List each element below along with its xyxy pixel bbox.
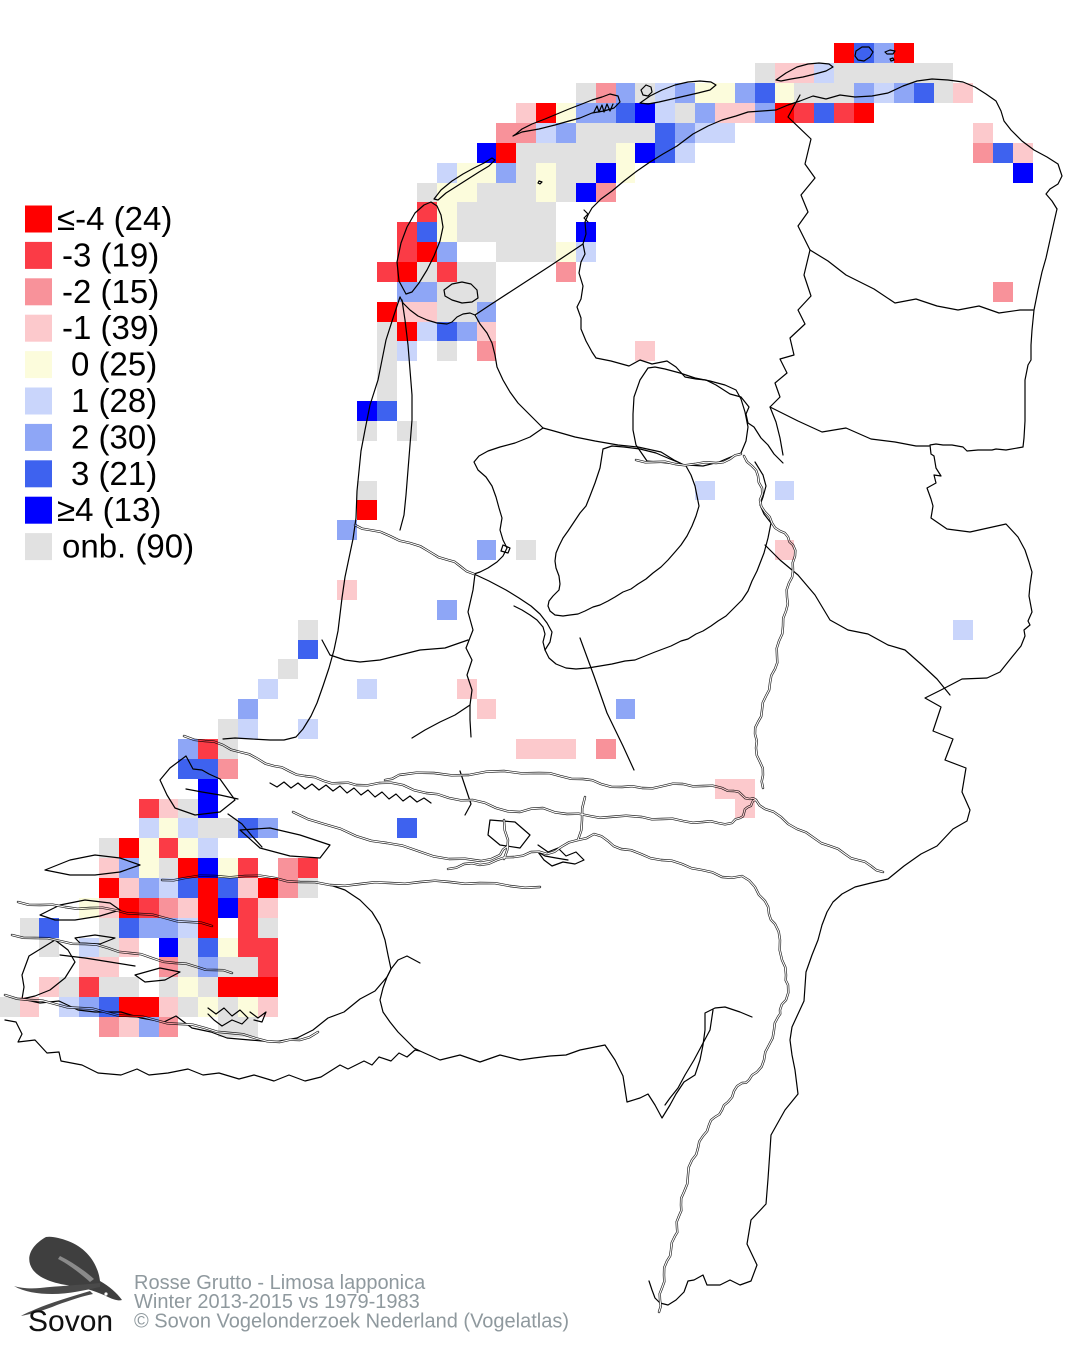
svg-text:Rosse Grutto - Limosa lapponic: Rosse Grutto - Limosa lapponica bbox=[134, 1272, 426, 1294]
svg-text:3 (21): 3 (21) bbox=[71, 455, 157, 492]
svg-text:Sovon: Sovon bbox=[28, 1305, 113, 1338]
svg-text:-3 (19): -3 (19) bbox=[62, 236, 159, 273]
svg-text:© Sovon Vogelonderzoek Nederla: © Sovon Vogelonderzoek Nederland (Vogela… bbox=[134, 1311, 569, 1333]
svg-text:≤-4 (24): ≤-4 (24) bbox=[57, 200, 172, 237]
svg-text:-2 (15): -2 (15) bbox=[62, 273, 159, 310]
svg-text:≥4 (13): ≥4 (13) bbox=[57, 491, 161, 528]
svg-text:1 (28): 1 (28) bbox=[71, 382, 157, 419]
svg-text:-1 (39): -1 (39) bbox=[62, 309, 159, 346]
svg-text:0 (25): 0 (25) bbox=[71, 346, 157, 383]
svg-text:2 (30): 2 (30) bbox=[71, 418, 157, 455]
svg-text:onb. (90): onb. (90) bbox=[62, 528, 194, 565]
svg-text:Winter 2013-2015 vs 1979-1983: Winter 2013-2015 vs 1979-1983 bbox=[134, 1291, 420, 1313]
